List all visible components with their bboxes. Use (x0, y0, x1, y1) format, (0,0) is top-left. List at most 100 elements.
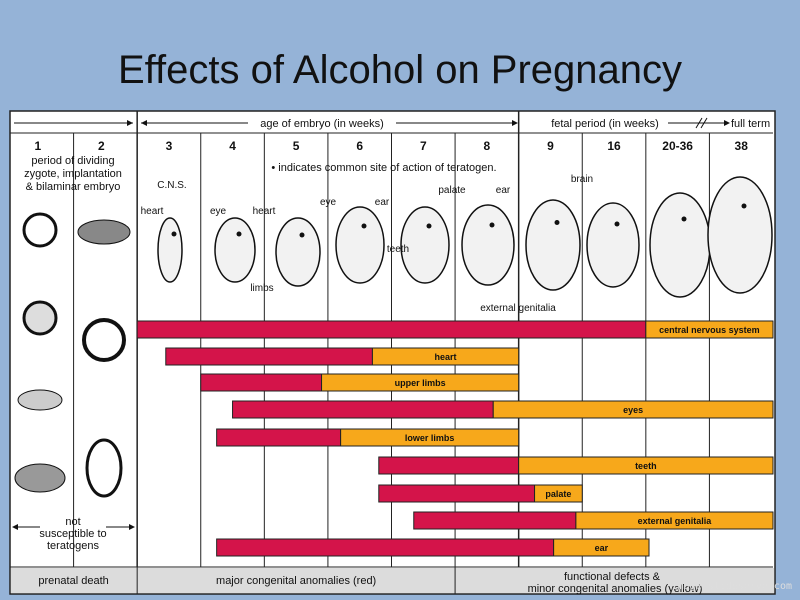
column-label-38: 38 (735, 139, 749, 153)
embryo-disc-drawing (17, 389, 63, 411)
not-susceptible-note: teratogens (47, 540, 99, 552)
embryo-drawing (275, 217, 321, 287)
footer-prenatal-death: prenatal death (38, 575, 108, 587)
column-label-16: 16 (607, 139, 621, 153)
annotation-label: ear (496, 185, 511, 196)
embryo-drawing (649, 192, 711, 298)
annotation-label: eye (210, 206, 227, 217)
bar-label: ear (595, 543, 609, 553)
bar-red-palate (378, 484, 536, 503)
column-label-4: 4 (229, 139, 236, 153)
bar-red-upper-limbs (200, 373, 323, 392)
not-susceptible-note: not (65, 516, 80, 528)
embryo-drawing (214, 217, 256, 283)
break-icon (695, 117, 708, 129)
column-label-20-36: 20-36 (662, 139, 693, 153)
column-label-8: 8 (484, 139, 491, 153)
header-embryo-label: age of embryo (in weeks) (260, 118, 384, 130)
morula-drawing (22, 300, 58, 336)
teratogen-legend-note: • indicates common site of action of ter… (271, 162, 496, 174)
annotation-label: external genitalia (480, 303, 556, 314)
footer-band (11, 568, 774, 593)
teratogen-site-dot-icon (741, 203, 747, 209)
bar-yellow-lower-limbs (340, 428, 520, 447)
teratogen-site-dot-icon (614, 221, 620, 227)
bar-red-ear (216, 538, 555, 557)
embryo-drawing (461, 204, 515, 286)
bar-yellow-eyes (492, 400, 774, 419)
column-label-6: 6 (356, 139, 363, 153)
column-label-2: 2 (98, 139, 105, 153)
column-label-3: 3 (166, 139, 173, 153)
bar-yellow-external-genitalia (575, 511, 774, 530)
bar-label: central nervous system (659, 325, 760, 335)
arrow-head-icon (724, 120, 730, 126)
column-label-5: 5 (293, 139, 300, 153)
teratogen-site-dot-icon (489, 222, 495, 228)
bar-red-teeth (378, 456, 520, 475)
teratogen-site-dot-icon (236, 231, 242, 237)
embryo-drawing (157, 217, 183, 283)
embryo-disc-drawing (14, 463, 66, 493)
bar-yellow-teeth (518, 456, 774, 475)
teratogen-site-dot-icon (681, 216, 687, 222)
blastocyst-drawing (82, 318, 126, 362)
embryo-drawing (707, 176, 773, 294)
bar-label: eyes (623, 405, 643, 415)
bar-label: palate (545, 489, 571, 499)
zygote-drawing (22, 212, 58, 248)
teratogen-site-dot-icon (426, 223, 432, 229)
bar-yellow-heart (371, 347, 520, 366)
bar-label: heart (435, 352, 457, 362)
column-label-9: 9 (547, 139, 554, 153)
early-period-note: & bilaminar embryo (26, 181, 121, 193)
slide-title: Effects of Alcohol on Pregnancy (117, 48, 683, 92)
implantation-drawing (77, 219, 131, 245)
not-susceptible-note: susceptible to (39, 528, 106, 540)
bar-red-lower-limbs (216, 428, 342, 447)
bar-yellow-palate (534, 484, 583, 503)
bar-yellow-upper-limbs (321, 373, 520, 392)
bar-label: teeth (635, 461, 657, 471)
annotation-label: C.N.S. (157, 180, 186, 191)
bar-label: upper limbs (395, 378, 446, 388)
annotation-label: heart (141, 206, 164, 217)
annotation-label: eye (320, 197, 337, 208)
embryo-drawing (400, 206, 450, 284)
bar-red-external-genitalia (413, 511, 577, 530)
annotation-label: limbs (250, 283, 273, 294)
bar-yellow-central-nervous-system (645, 320, 774, 339)
bar-red-central-nervous-system (136, 320, 647, 339)
chorionic-sac-drawing (85, 438, 123, 498)
header-full-term-label: full term (731, 118, 770, 130)
footer-minor-anomalies: minor congenital anomalies (yellow) (528, 583, 703, 595)
header-fetal-label: fetal period (in weeks) (551, 118, 659, 130)
footer-minor-anomalies: functional defects & (564, 571, 661, 583)
embryo-drawing (525, 199, 581, 291)
arrow-head-icon (127, 120, 133, 126)
bar-label: external genitalia (638, 516, 713, 526)
annotation-label: ear (375, 197, 390, 208)
annotation-label: brain (571, 174, 593, 185)
embryo-drawing (335, 206, 385, 284)
arrow-head-icon (141, 120, 147, 126)
column-label-1: 1 (34, 139, 41, 153)
bar-label: lower limbs (405, 433, 455, 443)
footer-major-anomalies: major congenital anomalies (red) (216, 575, 376, 587)
watermark: Image slideserve.com (671, 581, 792, 592)
bar-yellow-ear (553, 538, 650, 557)
teratogen-site-dot-icon (361, 223, 367, 229)
teratogen-site-dot-icon (554, 220, 560, 225)
teratogen-site-dot-icon (171, 231, 177, 237)
early-period-note: zygote, implantation (24, 168, 122, 180)
embryo-drawing (586, 202, 640, 288)
column-label-7: 7 (420, 139, 427, 153)
annotation-label: heart (253, 206, 276, 217)
bar-red-eyes (232, 400, 494, 419)
early-period-note: period of dividing (31, 155, 114, 167)
teratogen-site-dot-icon (299, 232, 305, 238)
arrow-head-icon (512, 120, 518, 126)
annotation-label: palate (438, 185, 466, 196)
annotation-label: teeth (387, 244, 409, 255)
